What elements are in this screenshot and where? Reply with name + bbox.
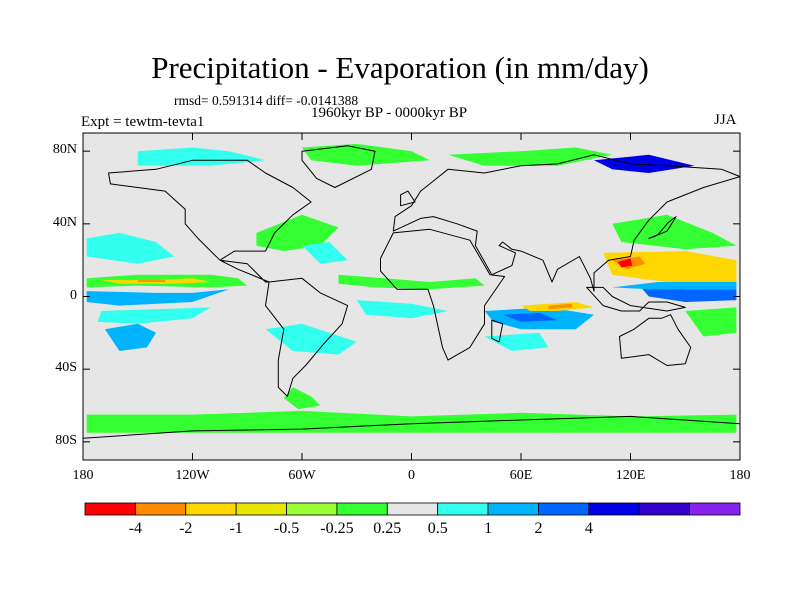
colorbar-box bbox=[437, 502, 489, 516]
x-tick-label: 60E bbox=[509, 468, 533, 483]
field-region-5 bbox=[104, 323, 156, 351]
field-region-8 bbox=[302, 242, 348, 264]
y-tick-label: 80S bbox=[55, 432, 77, 448]
colorbar-level-label: 0.5 bbox=[427, 520, 448, 537]
coastline-antarctica bbox=[83, 415, 740, 460]
field-region-9 bbox=[338, 274, 485, 290]
x-tick-label: 120E bbox=[615, 468, 646, 483]
colorbar-box bbox=[538, 502, 590, 516]
field-region-10 bbox=[356, 300, 448, 319]
x-tick-label: 180 bbox=[72, 468, 94, 483]
field-region-6 bbox=[86, 232, 175, 264]
field-region-19 bbox=[617, 258, 633, 268]
stats-line: rmsd= 0.591314 diff= -0.0141388 bbox=[174, 93, 359, 108]
colorbar-level-label: -2 bbox=[179, 520, 193, 537]
coastline-greenland bbox=[301, 145, 376, 188]
coastline-south-america bbox=[265, 277, 349, 397]
field-region-25 bbox=[86, 410, 737, 433]
field-region-13 bbox=[502, 312, 558, 322]
y-tick-label: 80N bbox=[52, 142, 77, 158]
axis-ticks bbox=[82, 133, 741, 460]
colorbar-level-label: -1 bbox=[229, 520, 243, 537]
field-region-23 bbox=[685, 307, 737, 337]
colorbar-level-label: 2 bbox=[534, 520, 543, 537]
period-label: 1960kyr BP - 0000kyr BP bbox=[311, 105, 468, 121]
colorbar-box bbox=[638, 502, 691, 516]
field-region-11 bbox=[265, 323, 357, 355]
x-tick-label: 120W bbox=[175, 468, 210, 483]
colorbar-box bbox=[235, 502, 287, 516]
colorbar-level-label: 4 bbox=[584, 520, 593, 537]
experiment-label: Expt = tewtm-tevta1 bbox=[81, 114, 205, 130]
coastline-africa bbox=[380, 228, 506, 361]
colorbar-box bbox=[134, 502, 187, 516]
field-region-27 bbox=[302, 143, 430, 166]
field-region-3 bbox=[86, 289, 229, 306]
y-tick-label: 40N bbox=[52, 214, 77, 230]
x-tick-label: 60W bbox=[288, 468, 316, 483]
colorbar-box bbox=[487, 502, 539, 516]
colorbar-box bbox=[386, 502, 439, 516]
colorbar-box bbox=[84, 502, 136, 516]
field-region-29 bbox=[594, 154, 695, 173]
field-region-26 bbox=[137, 147, 266, 166]
colorbar bbox=[84, 502, 741, 516]
colorbar-box bbox=[689, 502, 741, 516]
colorbar-box bbox=[588, 502, 640, 516]
coastline-eurasia bbox=[392, 154, 740, 292]
coastline-australia bbox=[619, 314, 692, 366]
field-regions bbox=[86, 143, 737, 433]
field-region-28 bbox=[448, 147, 613, 166]
coastline-madagascar bbox=[491, 319, 504, 343]
colorbar-box bbox=[336, 502, 388, 516]
field-region-21 bbox=[639, 285, 737, 302]
field-region-15 bbox=[548, 303, 573, 310]
x-tick-label: 180 bbox=[729, 468, 751, 483]
season-label: JJA bbox=[714, 112, 737, 128]
coastline-japan bbox=[648, 216, 677, 239]
colorbar-box bbox=[286, 502, 338, 516]
colorbar-level-label: 0.25 bbox=[373, 520, 402, 537]
colorbar-box bbox=[185, 502, 237, 516]
colorbar-level-label: 1 bbox=[484, 520, 493, 537]
field-region-22 bbox=[612, 282, 737, 290]
field-region-24 bbox=[283, 387, 321, 410]
coastline-indonesia bbox=[586, 286, 686, 312]
field-region-2 bbox=[137, 280, 166, 282]
coastline-north-america bbox=[108, 159, 312, 283]
colorbar-level-label: -0.25 bbox=[320, 520, 354, 537]
colorbar-level-label: -0.5 bbox=[273, 520, 300, 537]
chart-title: Precipitation - Evaporation (in mm/day) bbox=[151, 50, 649, 85]
field-region-7 bbox=[256, 214, 339, 252]
field-region-20 bbox=[612, 214, 737, 250]
coastlines bbox=[83, 145, 740, 460]
field-region-4 bbox=[97, 307, 211, 324]
x-tick-label: 0 bbox=[408, 468, 415, 483]
y-tick-label: 40S bbox=[55, 360, 77, 376]
coastline-uk bbox=[400, 190, 416, 207]
colorbar-level-label: -4 bbox=[128, 520, 143, 537]
y-tick-label: 0 bbox=[70, 287, 77, 303]
